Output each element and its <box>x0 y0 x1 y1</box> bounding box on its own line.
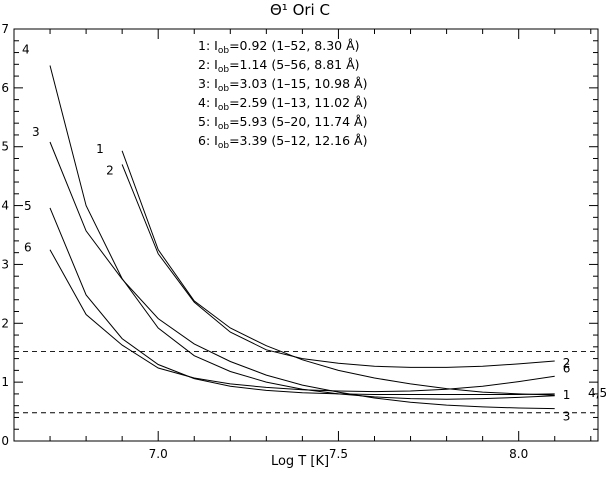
reference-lines <box>14 351 598 414</box>
legend-entry: 6: Iob=3.39 (5–12, 12.16 Å) <box>198 133 367 151</box>
curve-label-start-3: 3 <box>32 125 40 139</box>
plot-frame <box>13 28 599 442</box>
curve-label-start-4: 4 <box>22 42 30 56</box>
curve-label-end-3: 3 <box>563 410 571 424</box>
curve-3 <box>49 141 555 410</box>
curve-label-start-2: 2 <box>106 163 114 177</box>
legend-entry: 2: Iob=1.14 (5–56, 8.81 Å) <box>198 57 360 75</box>
y-tick-label: 0 <box>1 434 9 448</box>
curve-4 <box>49 65 555 400</box>
y-tick-label: 7 <box>1 22 9 36</box>
curve-1 <box>121 150 555 396</box>
curve-label-end-2: 2 <box>563 356 571 370</box>
curve-label-start-6: 6 <box>24 241 32 255</box>
curve-label-end-6: 6 <box>563 361 571 375</box>
x-tick-label: 7.0 <box>149 447 168 461</box>
curves-layer <box>49 65 555 410</box>
legend: 1: Iob=0.92 (1–52, 8.30 Å)2: Iob=1.14 (5… <box>198 38 367 151</box>
curve-label-end-1: 1 <box>563 388 571 402</box>
curve-label-start-1: 1 <box>96 142 104 156</box>
curve-5 <box>49 207 555 395</box>
x-tick-label: 8.0 <box>509 447 528 461</box>
curve-label-start-5: 5 <box>24 199 32 213</box>
curve-2 <box>121 164 555 368</box>
y-tick-label: 1 <box>1 375 9 389</box>
y-tick-label: 3 <box>1 257 9 271</box>
chart-title: Θ¹ Ori C <box>270 1 330 19</box>
legend-entry: 4: Iob=2.59 (1–13, 11.02 Å) <box>198 95 367 113</box>
x-tick-label: 7.5 <box>329 447 348 461</box>
y-tick-label: 2 <box>1 316 9 330</box>
y-tick-label: 6 <box>1 81 9 95</box>
curve-6 <box>49 249 555 393</box>
y-tick-label: 4 <box>1 199 9 213</box>
y-tick-label: 5 <box>1 140 9 154</box>
curve-label-4-5: 4,5 <box>588 386 606 400</box>
x-axis-label: Log T [K] <box>271 454 329 469</box>
legend-entry: 3: Iob=3.03 (1–15, 10.98 Å) <box>198 76 367 94</box>
legend-entry: 1: Iob=0.92 (1–52, 8.30 Å) <box>198 38 360 56</box>
legend-entry: 5: Iob=5.93 (5–20, 11.74 Å) <box>198 114 367 132</box>
